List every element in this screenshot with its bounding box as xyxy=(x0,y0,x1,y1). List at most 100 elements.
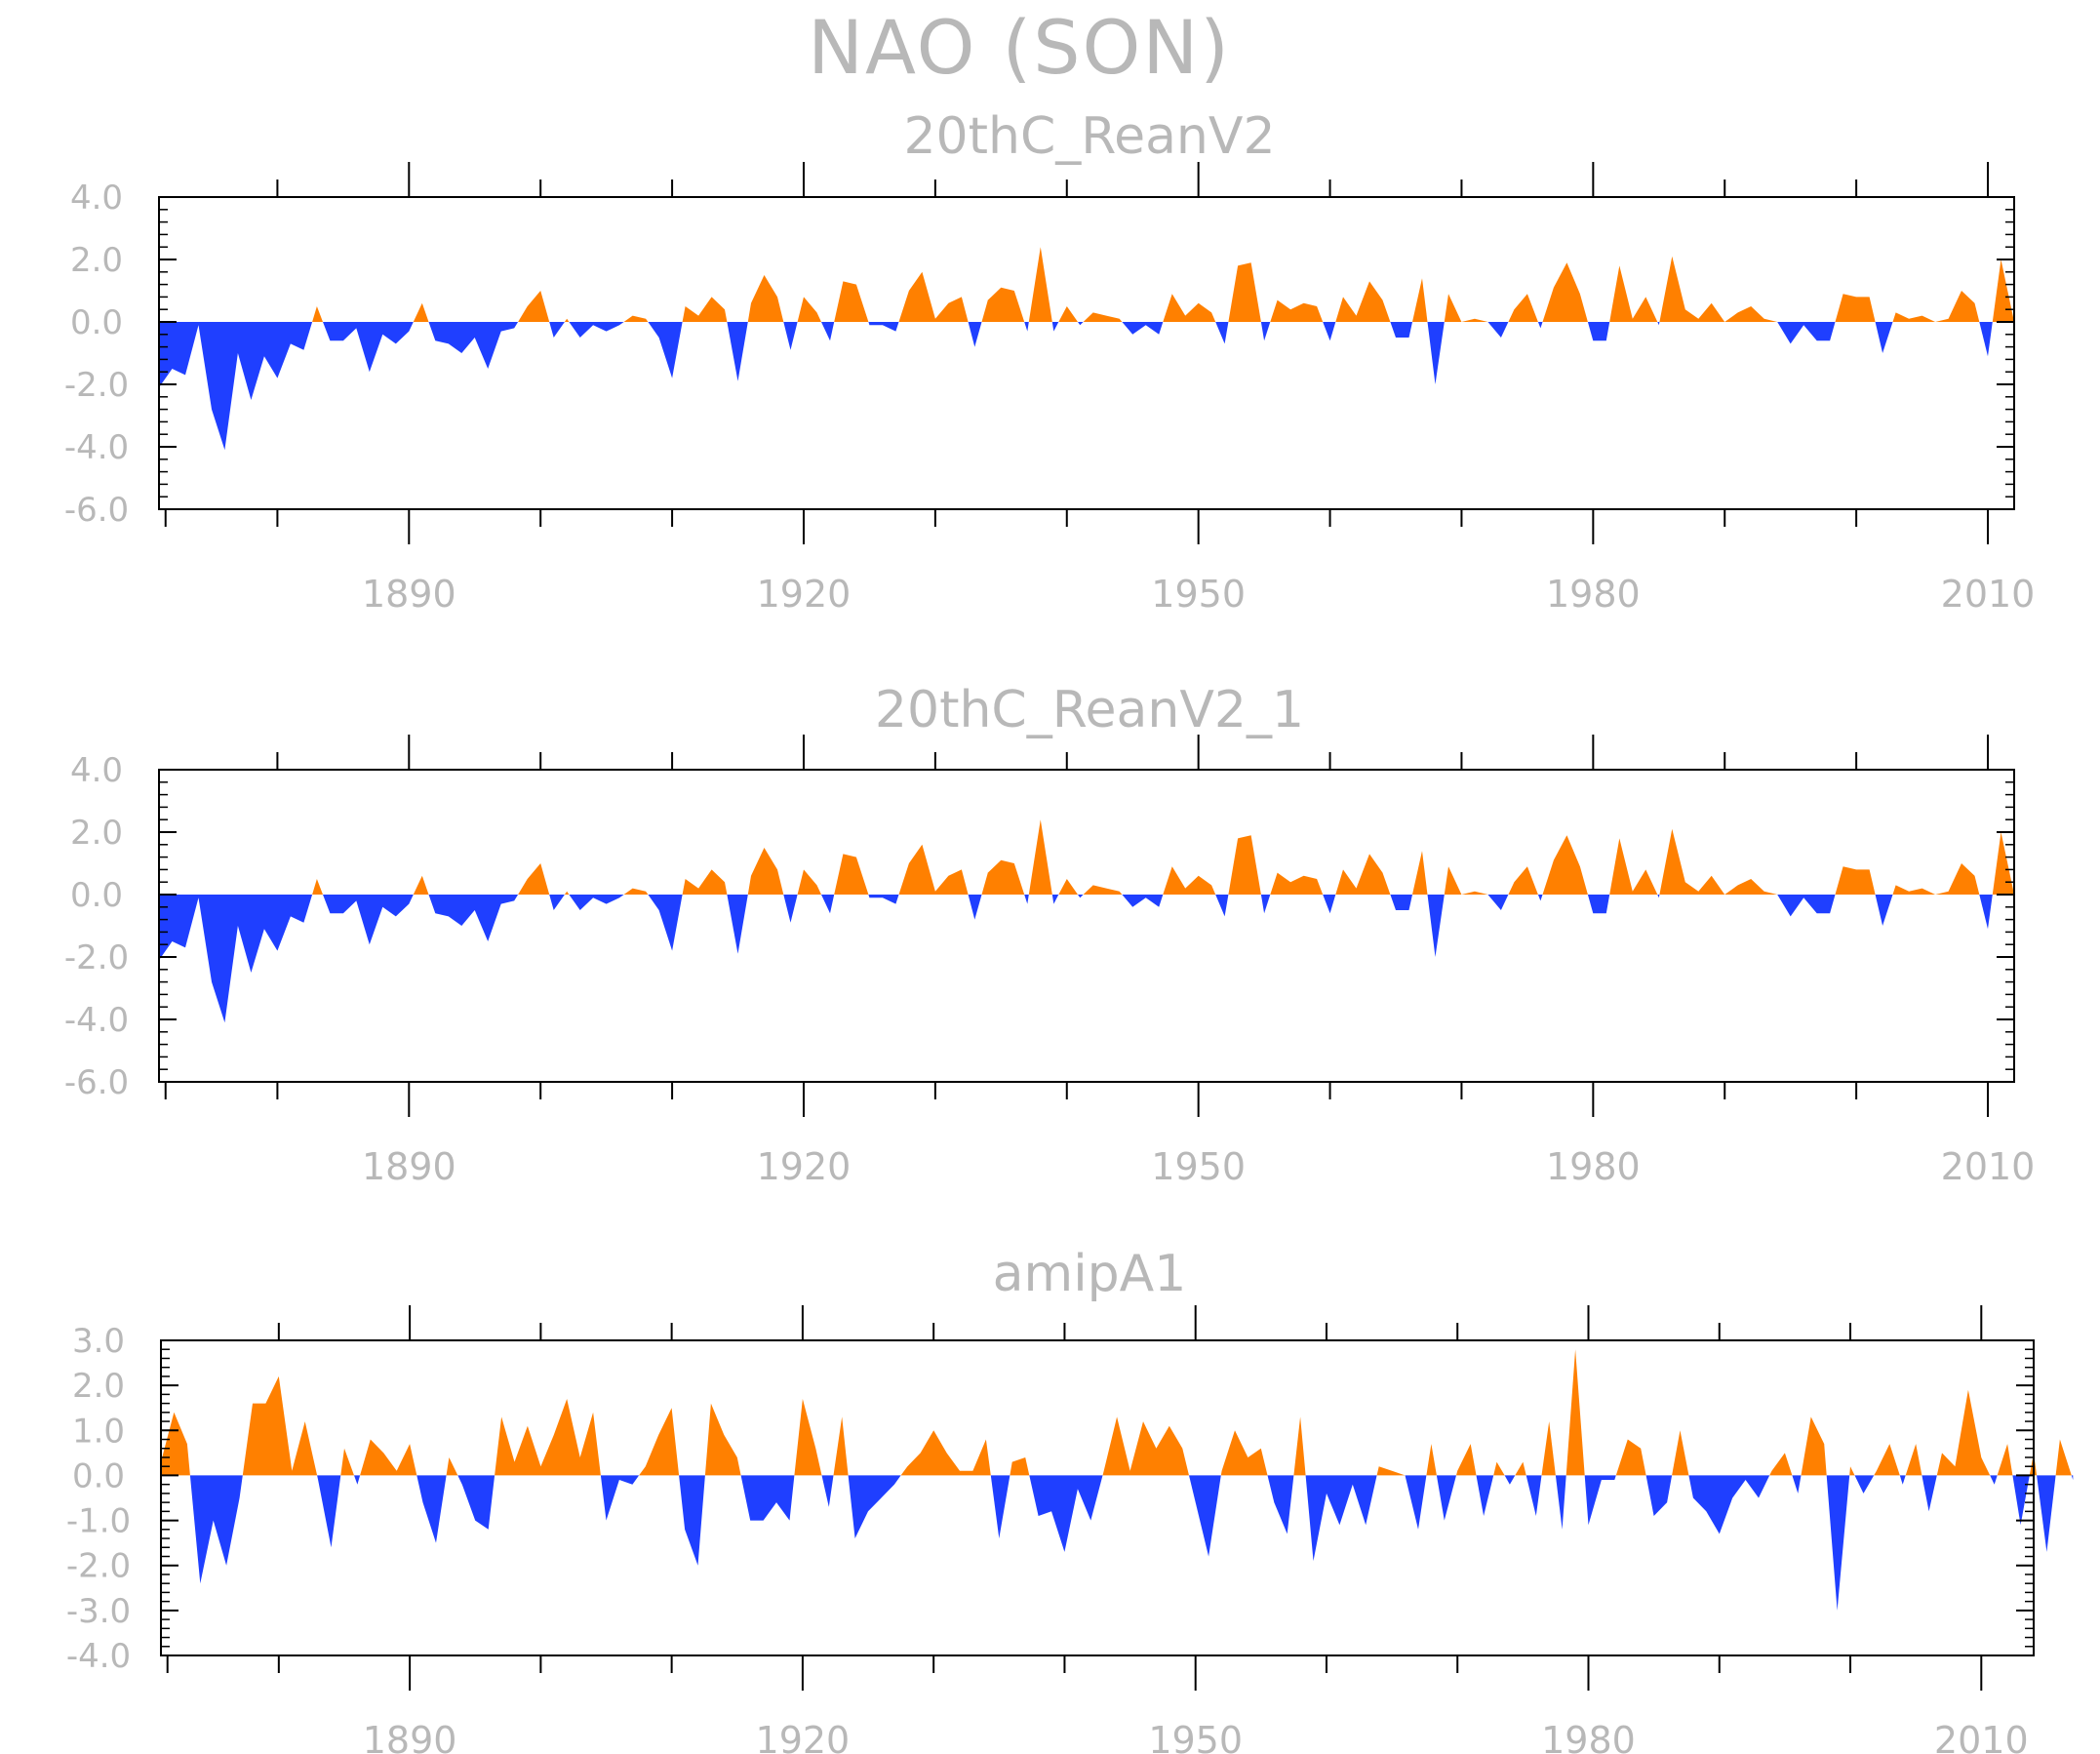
negative-anomaly-area xyxy=(1875,895,1893,926)
negative-anomaly-area xyxy=(1504,1475,1516,1485)
positive-anomaly-area xyxy=(898,271,969,322)
negative-anomaly-area xyxy=(1777,322,1836,344)
y-tick-label: 4.0 xyxy=(70,751,123,790)
positive-anomaly-area xyxy=(340,1448,354,1476)
negative-anomaly-area xyxy=(569,895,624,910)
positive-anomaly-area xyxy=(413,875,429,895)
negative-anomaly-area xyxy=(1979,895,1993,930)
negative-anomaly-area xyxy=(428,895,519,941)
negative-anomaly-area xyxy=(821,895,835,914)
positive-anomaly-area xyxy=(834,281,869,322)
positive-anomaly-area xyxy=(1028,819,1052,895)
positive-anomaly-area xyxy=(797,297,821,322)
negative-anomaly-area xyxy=(1537,322,1543,329)
positive-anomaly-area xyxy=(1102,1416,1189,1476)
negative-anomaly-area xyxy=(1826,1475,1850,1611)
positive-anomaly-area xyxy=(1028,247,1052,322)
negative-anomaly-area xyxy=(727,895,748,954)
y-tick-label: -1.0 xyxy=(66,1502,131,1541)
negative-anomaly-area xyxy=(2012,1475,2030,1526)
x-tick-label: 1950 xyxy=(1151,1145,1246,1188)
positive-anomaly-area xyxy=(564,891,570,895)
x-tick-label: 1920 xyxy=(757,1145,852,1188)
y-tick-label: -6.0 xyxy=(64,1063,129,1102)
y-tick-label: -4.0 xyxy=(64,1001,129,1040)
y-tick-label: -4.0 xyxy=(66,1637,131,1676)
negative-anomaly-area xyxy=(1305,1475,1377,1562)
positive-anomaly-area xyxy=(797,869,821,895)
positive-anomaly-area xyxy=(1672,1430,1689,1476)
negative-anomaly-area xyxy=(1078,322,1084,326)
negative-anomaly-area xyxy=(1189,1475,1221,1557)
positive-anomaly-area xyxy=(981,287,1025,322)
positive-anomaly-area xyxy=(1270,299,1324,322)
positive-anomaly-area xyxy=(1010,1457,1030,1476)
positive-anomaly-area xyxy=(1083,885,1123,895)
negative-anomaly-area xyxy=(1436,1475,1456,1521)
positive-anomaly-area xyxy=(704,1403,741,1476)
positive-anomaly-area xyxy=(1615,1439,1646,1476)
positive-anomaly-area xyxy=(1163,294,1216,322)
x-tick-label: 2010 xyxy=(1941,573,2036,616)
negative-anomaly-area xyxy=(1323,895,1336,914)
positive-anomaly-area xyxy=(1659,828,1778,895)
plot-frame xyxy=(158,196,2015,510)
y-tick-label: 3.0 xyxy=(72,1322,125,1361)
negative-anomaly-area xyxy=(821,322,835,341)
positive-anomaly-area xyxy=(1609,838,1658,895)
negative-anomaly-area xyxy=(1537,895,1543,901)
negative-anomaly-area xyxy=(1792,1475,1802,1494)
positive-anomaly-area xyxy=(495,1399,601,1476)
positive-anomaly-area xyxy=(898,844,969,895)
x-tick-label: 1920 xyxy=(757,573,852,616)
positive-anomaly-area xyxy=(1892,291,1980,322)
plot-frame xyxy=(160,1339,2035,1656)
y-tick-label: 2.0 xyxy=(70,241,123,280)
negative-anomaly-area xyxy=(990,1475,1010,1538)
positive-anomaly-area xyxy=(1426,1444,1437,1476)
x-tick-label: 1980 xyxy=(1546,1145,1641,1188)
negative-anomaly-area xyxy=(2071,1475,2074,1480)
positive-anomaly-area xyxy=(1335,281,1391,322)
negative-anomaly-area xyxy=(679,1475,705,1566)
negative-anomaly-area xyxy=(159,895,313,1023)
panel-title: amipA1 xyxy=(993,1245,1187,1303)
negative-anomaly-area xyxy=(1215,895,1229,917)
negative-anomaly-area xyxy=(1024,895,1029,904)
positive-anomaly-area xyxy=(833,1416,849,1476)
positive-anomaly-area xyxy=(747,848,784,895)
negative-anomaly-area xyxy=(1487,895,1509,910)
negative-anomaly-area xyxy=(1875,322,1893,353)
negative-anomaly-area xyxy=(1122,895,1164,907)
positive-anomaly-area xyxy=(1163,866,1216,895)
positive-anomaly-area xyxy=(747,275,784,322)
x-tick-label: 2010 xyxy=(1941,1145,2036,1188)
x-tick-label: 1950 xyxy=(1148,1719,1243,1754)
y-tick-label: -2.0 xyxy=(64,366,129,405)
negative-anomaly-area xyxy=(1051,322,1059,332)
negative-anomaly-area xyxy=(968,895,982,920)
positive-anomaly-area xyxy=(1508,294,1538,322)
negative-anomaly-area xyxy=(457,1475,495,1530)
negative-anomaly-area xyxy=(1657,895,1660,898)
positive-anomaly-area xyxy=(564,318,570,322)
negative-anomaly-area xyxy=(317,1475,341,1548)
y-tick-label: -2.0 xyxy=(64,938,129,977)
panel-20thc-reanv2: 20thC_ReanV2 4.0 2.0 0.0 -2.0 -4.0 -6.0 1890 19… xyxy=(64,107,2036,616)
panel-20thc-reanv2-1: 20thC_ReanV2_1 4.0 2.0 0.0 -2.0 -4.0 -6.0 1890… xyxy=(64,681,2036,1188)
y-tick-label: -6.0 xyxy=(64,491,129,530)
negative-anomaly-area xyxy=(1260,322,1271,341)
positive-anomaly-area xyxy=(1659,256,1778,322)
positive-anomaly-area xyxy=(682,869,728,895)
positive-anomaly-area xyxy=(1801,1416,1827,1476)
positive-anomaly-area xyxy=(1992,832,2014,895)
negative-anomaly-area xyxy=(2037,1475,2056,1552)
negative-anomaly-area xyxy=(648,322,683,379)
positive-anomaly-area xyxy=(1542,835,1588,895)
x-tick-label: 1920 xyxy=(756,1719,851,1754)
negative-anomaly-area xyxy=(1215,322,1229,344)
x-tick-label: 2010 xyxy=(1934,1719,2029,1754)
y-tick-label: 0.0 xyxy=(70,303,123,342)
negative-anomaly-area xyxy=(1476,1475,1494,1516)
